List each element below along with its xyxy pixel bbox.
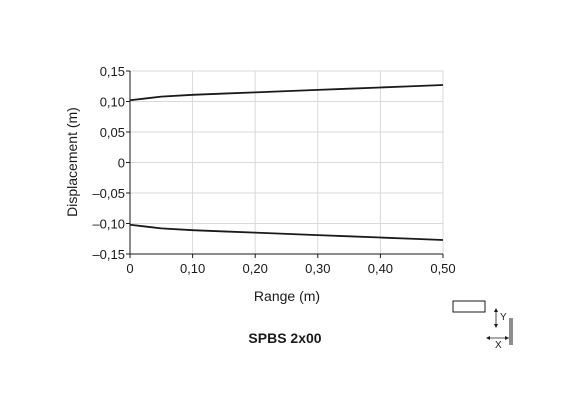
y-tick-label: 0,10 (100, 95, 125, 110)
x-arrow-head-left (486, 336, 490, 340)
y-tick-label: –0,15 (92, 247, 125, 262)
sensor-body (452, 300, 486, 313)
axes (126, 70, 444, 258)
series-group (129, 84, 444, 241)
x-tick-labels: 0 0,10 0,20 0,30 0,40 0,50 (126, 261, 455, 276)
x-tick-label: 0,30 (305, 261, 330, 276)
y-tick-labels: 0,15 0,10 0,05 0 –0,05 –0,10 –0,15 (92, 64, 125, 262)
x-label: X (495, 340, 502, 351)
xy-orientation-diagram: Y X (452, 300, 513, 351)
y-tick-label: 0 (118, 156, 125, 171)
x-arrow-head-right (505, 336, 509, 340)
grid (129, 70, 444, 255)
series-line-2 (129, 223, 444, 241)
x-tick-label: 0,40 (368, 261, 393, 276)
y-tick-label: –0,10 (92, 217, 125, 232)
x-tick-label: 0 (126, 261, 133, 276)
y-tick-label: 0,05 (100, 125, 125, 140)
y-axis-title: Displacement (m) (64, 107, 80, 217)
x-tick-label: 0,20 (243, 261, 268, 276)
series-line-1 (129, 84, 444, 102)
y-arrow-head-down (494, 324, 498, 328)
y-tick-label: 0,15 (100, 64, 125, 79)
model-caption: SPBS 2x00 (248, 330, 322, 346)
x-axis-title: Range (m) (254, 288, 320, 304)
y-arrow-head-up (494, 308, 498, 312)
x-tick-label: 0,10 (180, 261, 205, 276)
x-tick-label: 0,50 (430, 261, 455, 276)
y-tick-label: –0,05 (92, 186, 125, 201)
y-label: Y (500, 312, 507, 323)
